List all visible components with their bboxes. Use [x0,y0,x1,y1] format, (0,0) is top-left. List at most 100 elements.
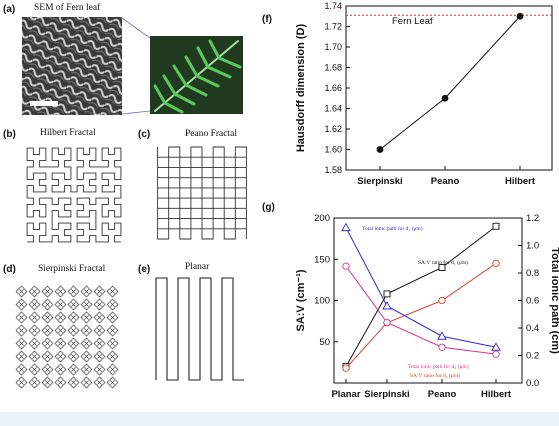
panel-b-letter: (b) [3,129,16,140]
bottom-strip [0,412,559,426]
sierpinski-fractal [15,285,119,389]
sierpinski-tile [41,337,54,350]
sierpinski-tile [106,350,119,363]
sierpinski-tile [41,363,54,376]
ionic-d2-series-line [345,265,497,355]
sierpinski-tile [15,337,28,350]
peano-fractal [157,146,247,240]
planar-pattern [155,277,244,381]
y-tick-label-f: 1.62 [324,124,342,134]
ionic-d2-series-point [492,350,500,358]
sem-texture [22,17,122,115]
panel-e-caption: Planar [185,262,210,272]
sierpinski-tile [80,285,93,298]
sierpinski-tile [54,363,67,376]
x-tick-label-f: Sierpinski [357,176,402,187]
hausdorff-point [516,12,524,20]
sierpinski-tile [67,363,80,376]
sierpinski-tile [15,285,28,298]
ionic-d1-series-point [382,301,392,310]
sierpinski-tile [67,337,80,350]
sierpinski-tile [15,376,28,389]
sierpinski-tile [41,324,54,337]
sierpinski-tile [106,376,119,389]
y-tick-label-right-g: 0.0 [526,378,539,389]
sierpinski-tile [67,376,80,389]
y-tick-label-left-g: 100 [314,296,330,307]
sierpinski-tile [41,285,54,298]
sierpinski-tile [67,311,80,324]
sierpinski-tile [67,298,80,311]
y-axis-label-f: Hausdorff dimension (D) [295,24,307,153]
y-tick-label-right-g: 1.0 [526,241,539,252]
panel-a-letter: (a) [3,4,16,15]
sierpinski-tile [93,285,106,298]
y-tick-label-right-g: 0.6 [526,296,539,307]
y-tick-label-right-g: 0.8 [526,268,539,279]
sav-d1-series-point [438,264,446,271]
y-tick-label-f: 1.58 [324,165,342,175]
y-tick-label-f: 1.66 [324,83,342,93]
sierpinski-tile [28,324,41,337]
ionic-d1-series-point [491,342,501,351]
sem-image [22,17,122,115]
x-tick-label-g: Hilbert [481,389,512,400]
sierpinski-tile [28,311,41,324]
hilbert-curve [26,147,122,243]
panel-d-letter: (d) [3,264,16,275]
panel-a-caption: SEM of Fern leaf [34,3,101,13]
sierpinski-tile [106,285,119,298]
y-tick-label-f: 1.74 [324,1,342,11]
sierpinski-tile [15,363,28,376]
fern-leaf-drawing [150,36,243,114]
y-tick-label-f: 1.72 [324,22,342,32]
fern-leaf-image [150,36,243,114]
sierpinski-tile [15,324,28,337]
hilbert-fractal [26,147,122,243]
sierpinski-tile [41,311,54,324]
sierpinski-tile [67,285,80,298]
sav-d2-series-point [342,364,350,372]
sav-d2-series-point [438,296,446,305]
sierpinski-tile [54,324,67,337]
sierpinski-tile [106,298,119,311]
ionic-d2-series-point [342,262,350,270]
sierpinski-tile [15,350,28,363]
sierpinski-tile [67,350,80,363]
y-tick-label-f: 1.64 [324,104,342,114]
sierpinski-tile [28,285,41,298]
sav-d1-series-point [492,222,500,230]
sav-d1-series-point [383,290,391,298]
y-tick-label-f: 1.70 [324,42,342,52]
sierpinski-tile [28,298,41,311]
sierpinski-tile [54,337,67,350]
y-tick-label-f: 1.68 [324,63,342,73]
ionic-d1-series-point [341,222,351,232]
sierpinski-tile [54,311,67,324]
sierpinski-tile [80,311,93,324]
legend-ionic-d2: Total ionic path for d₂ (μm) [408,363,469,370]
sierpinski-tile [93,363,106,376]
y-tick-label-left-g: 150 [314,254,330,265]
sierpinski-tile [93,337,106,350]
sav-d2-series-point [492,259,500,268]
x-tick-label-g: Planar [331,389,360,400]
fern-leaf-label: Fern Leaf [392,16,433,27]
y-tick-label-left-g: 50 [319,337,330,348]
sierpinski-tile [80,376,93,389]
sierpinski-tile [54,350,67,363]
sierpinski-tile [106,337,119,350]
sierpinski-tile [28,376,41,389]
sierpinski-tile [15,298,28,311]
sierpinski-tile [80,337,93,350]
sierpinski-tile [106,363,119,376]
panel-e-letter: (e) [138,264,151,275]
sierpinski-tile [54,376,67,389]
legend-sav-d2: SA:V ratio for d₂ (μm) [410,372,460,379]
ionic-d2-series-point [383,318,391,327]
sierpinski-tile [54,298,67,311]
ionic-d2-series-point [438,343,446,351]
panel-g-letter: (g) [262,202,275,213]
y-tick-label-right-g: 1.2 [526,213,539,224]
